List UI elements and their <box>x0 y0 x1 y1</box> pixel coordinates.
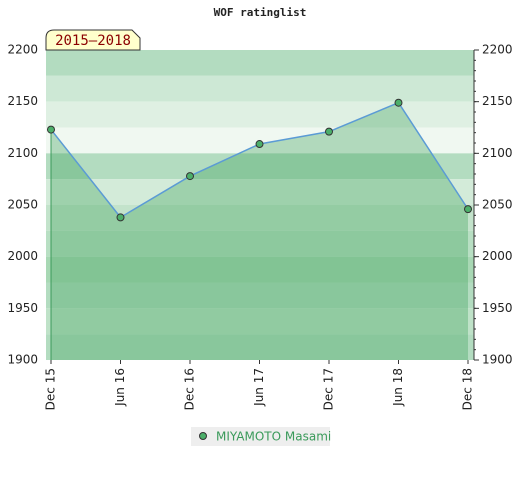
background-band <box>46 179 474 205</box>
x-tick-label: Jun 18 <box>391 368 405 407</box>
x-tick-label: Jun 16 <box>113 368 127 407</box>
x-tick-label: Jun 17 <box>252 368 266 407</box>
x-tick-label: Dec 15 <box>44 368 58 410</box>
annotation: 2015–2018 <box>55 33 131 49</box>
background-band <box>46 230 474 257</box>
marker <box>186 172 194 181</box>
background-band <box>46 282 474 309</box>
annotation-box <box>45 29 141 51</box>
y-tick-label: 2200 <box>7 43 38 57</box>
x-tick-label: Dec 16 <box>183 368 197 410</box>
y-tick-label: 1900 <box>7 353 38 367</box>
y2-tick-label: 2100 <box>482 146 513 160</box>
y-tick-label: 1950 <box>7 301 38 315</box>
background-band <box>46 153 474 180</box>
background-band <box>46 308 474 335</box>
y-tick-label: 2150 <box>7 94 38 108</box>
marker <box>47 125 55 134</box>
marker <box>394 98 403 107</box>
y-tick-label: 2050 <box>7 198 38 212</box>
legend-marker <box>199 432 207 440</box>
y2-tick-label: 2150 <box>482 94 513 108</box>
plot-area <box>46 50 474 360</box>
background-band <box>46 101 474 128</box>
marker <box>325 127 333 136</box>
y2-tick-label: 2050 <box>482 198 513 212</box>
x-tick-label: Dec 17 <box>322 368 336 410</box>
y2-tick-label: 2000 <box>482 249 513 263</box>
y-tick-label: 2100 <box>7 146 38 160</box>
legend <box>191 427 330 446</box>
background-band <box>46 50 474 76</box>
marker <box>116 213 125 222</box>
background-band <box>46 334 474 360</box>
y-tick-label: 2000 <box>7 249 38 263</box>
y2-tick-label: 2200 <box>482 43 513 57</box>
background-band <box>46 75 474 102</box>
y2-tick-label: 1950 <box>482 301 513 315</box>
background-band <box>46 256 474 283</box>
marker <box>255 140 264 149</box>
y2-tick-label: 1900 <box>482 353 513 367</box>
chart-title: WOF ratinglist <box>214 6 307 19</box>
marker <box>464 205 472 214</box>
area <box>51 102 468 360</box>
legend-label: MIYAMOTO Masami <box>216 430 331 444</box>
x-tick-label: Dec 18 <box>461 368 475 410</box>
